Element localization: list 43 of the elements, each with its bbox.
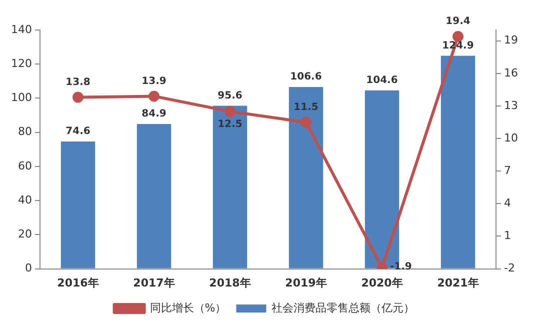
y-tick-label: 140 [10,22,32,36]
data-label: 106.6 [290,72,322,83]
x-tick-label: 2017年 [133,276,175,290]
data-label: 12.5 [218,119,242,130]
x-tick-label: 2019年 [285,276,327,290]
y2-tick-label: 7 [504,164,512,177]
y-tick-label: 120 [10,56,32,70]
y2-tick-label: 1 [504,229,512,242]
y2-tick-label: 4 [504,196,512,210]
x-tick-label: 2016年 [57,276,99,290]
y2-tick-label: 13 [504,98,518,112]
point [300,116,312,128]
y-tick-label: 20 [18,228,32,241]
bar [136,124,172,268]
y2-tick-label: 10 [504,131,518,144]
y-tick-label: 60 [18,159,32,172]
y-tick-label: 80 [18,125,32,138]
point [224,106,236,117]
bar [60,142,96,268]
legend-label: 同比增长（%） [150,301,226,314]
x-tick-label: 2018年 [209,276,251,290]
bar [212,106,248,268]
x-tick-label: 2021年 [437,276,479,290]
bar [440,56,476,268]
data-label: 13.9 [142,76,166,87]
y2-tick-label: -2 [504,262,515,275]
point [72,92,84,103]
y2-tick-label: 19 [504,34,518,47]
y-tick-label: 100 [10,91,32,104]
bar [288,86,324,268]
data-label: 84.9 [142,108,166,120]
x-tick-label: 2020年 [361,276,403,290]
data-label: 95.6 [218,90,242,102]
point [148,90,160,102]
data-label: 19.4 [446,16,470,28]
y2-tick-label: 16 [504,66,518,80]
data-label: 104.6 [366,74,398,86]
data-label: 74.6 [66,126,90,138]
data-label: 11.5 [294,102,318,113]
data-label: 13.8 [66,76,90,88]
y-tick-label: 40 [18,193,32,206]
legend-label: 社会消费品零售总额（亿元） [272,301,415,314]
y-tick-label: 0 [24,262,32,275]
